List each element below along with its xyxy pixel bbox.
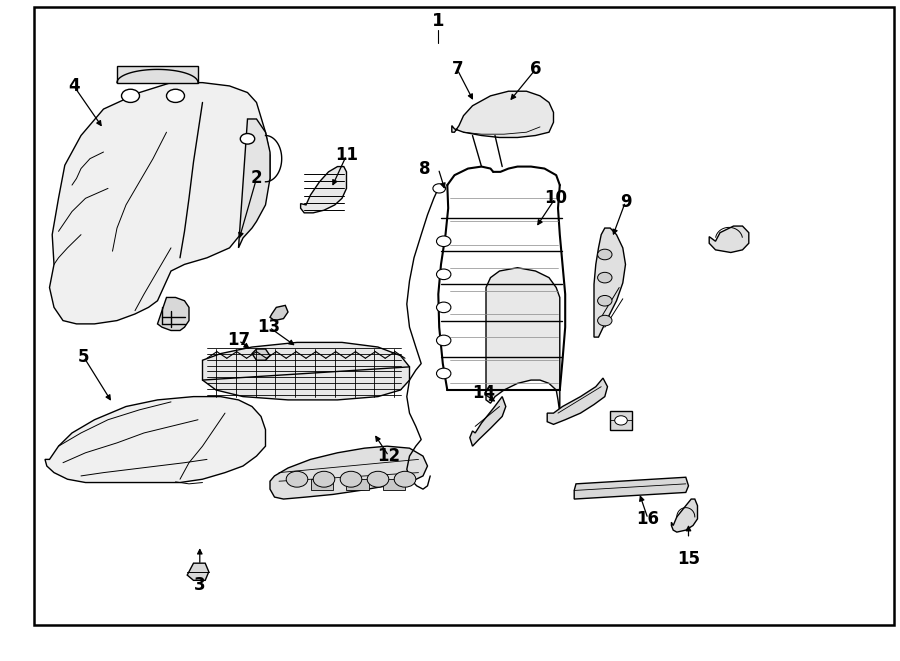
Text: 3: 3 <box>194 576 205 594</box>
Text: 8: 8 <box>419 159 430 178</box>
Circle shape <box>394 471 416 487</box>
Circle shape <box>286 471 308 487</box>
Circle shape <box>598 249 612 260</box>
Polygon shape <box>117 66 198 83</box>
Polygon shape <box>574 477 688 499</box>
Circle shape <box>436 302 451 313</box>
Circle shape <box>598 295 612 306</box>
Circle shape <box>598 272 612 283</box>
Text: 2: 2 <box>251 169 262 188</box>
Text: 7: 7 <box>452 60 463 79</box>
Polygon shape <box>270 446 428 499</box>
Circle shape <box>240 134 255 144</box>
Circle shape <box>340 471 362 487</box>
Text: 16: 16 <box>636 510 660 528</box>
Text: 11: 11 <box>335 146 358 165</box>
Polygon shape <box>486 268 560 413</box>
Polygon shape <box>158 297 189 330</box>
Text: 6: 6 <box>530 60 541 79</box>
Polygon shape <box>187 563 209 580</box>
Polygon shape <box>45 397 266 483</box>
Text: 4: 4 <box>68 77 79 95</box>
Polygon shape <box>452 91 554 137</box>
Polygon shape <box>202 342 410 400</box>
Circle shape <box>436 269 451 280</box>
Polygon shape <box>301 167 346 213</box>
Text: 17: 17 <box>227 331 250 350</box>
Text: 10: 10 <box>544 189 567 208</box>
Circle shape <box>433 184 446 193</box>
Polygon shape <box>310 479 333 490</box>
Polygon shape <box>547 378 608 424</box>
Polygon shape <box>671 499 698 532</box>
Polygon shape <box>50 83 270 324</box>
Text: 14: 14 <box>472 384 495 403</box>
Circle shape <box>367 471 389 487</box>
Polygon shape <box>270 305 288 321</box>
Polygon shape <box>594 228 625 337</box>
Text: 13: 13 <box>257 318 281 336</box>
Circle shape <box>598 315 612 326</box>
Circle shape <box>313 471 335 487</box>
Text: 15: 15 <box>677 549 700 568</box>
Circle shape <box>436 236 451 247</box>
Text: 1: 1 <box>432 12 445 30</box>
Polygon shape <box>346 479 369 490</box>
Polygon shape <box>709 226 749 253</box>
Text: 5: 5 <box>78 348 89 366</box>
Circle shape <box>122 89 140 102</box>
Polygon shape <box>470 397 506 446</box>
Polygon shape <box>238 119 270 248</box>
Polygon shape <box>610 411 632 430</box>
Text: 12: 12 <box>377 447 400 465</box>
Text: 9: 9 <box>620 192 631 211</box>
Polygon shape <box>252 349 270 360</box>
Circle shape <box>436 368 451 379</box>
Polygon shape <box>382 479 405 490</box>
Circle shape <box>436 335 451 346</box>
Circle shape <box>615 416 627 425</box>
Circle shape <box>166 89 184 102</box>
